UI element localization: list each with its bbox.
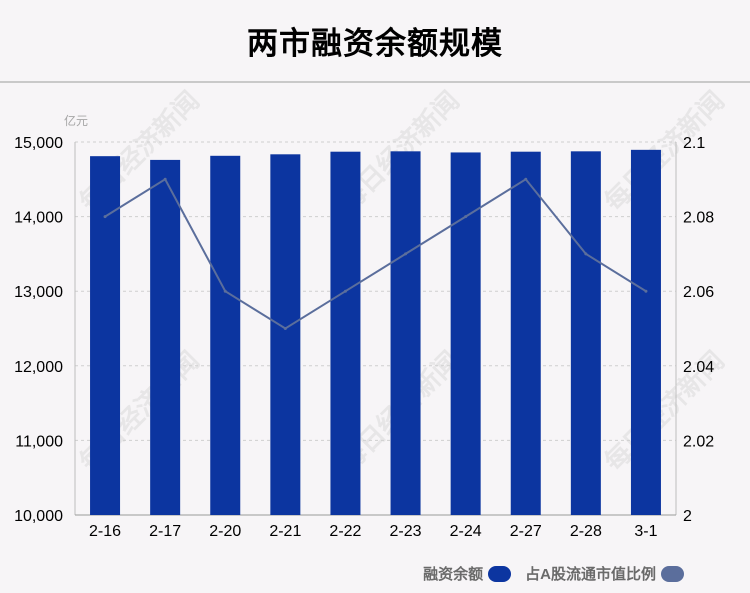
y-tick-label-left: 13,000: [14, 284, 63, 301]
bar: [270, 154, 301, 515]
legend-swatch-ratio: [661, 565, 684, 582]
y-tick-label-right: 2.1: [683, 135, 705, 152]
ratio-point: [163, 177, 167, 181]
y-tick-label-right: 2.06: [683, 284, 714, 301]
ratio-point: [223, 289, 227, 293]
ratio-point: [584, 252, 588, 256]
legend-label-ratio: 占A股流通市值比例: [525, 566, 656, 583]
ratio-point: [524, 177, 528, 181]
x-tick-label: 2-23: [390, 523, 422, 540]
bar: [150, 159, 181, 516]
chart-title: 两市融资余额规模: [247, 26, 503, 61]
x-tick-label: 2-27: [510, 523, 542, 540]
ratio-line: [104, 177, 647, 330]
ratio-point: [283, 327, 287, 330]
ratio-point: [464, 215, 468, 219]
bar: [630, 149, 661, 515]
ratio-point: [103, 215, 107, 219]
ratio-point: [343, 289, 347, 293]
legend: 融资余额 占A股流通市值比例: [423, 563, 684, 584]
y-tick-label-left: 15,000: [14, 135, 63, 152]
y-tick-label-right: 2.04: [683, 359, 714, 376]
x-tick-label: 2-16: [89, 523, 121, 540]
bar: [510, 151, 541, 515]
x-tick-label: 2-21: [269, 523, 301, 540]
x-tick-label: 3-1: [634, 523, 657, 540]
bar: [390, 151, 421, 515]
ratio-point: [404, 252, 408, 256]
bar: [570, 151, 601, 515]
x-tick-label: 2-20: [209, 523, 241, 540]
bar: [210, 155, 241, 515]
bar: [450, 152, 481, 515]
y-tick-label-left: 14,000: [14, 210, 63, 227]
y-tick-label-left: 11,000: [15, 433, 63, 450]
legend-swatch-balance: [488, 565, 512, 582]
title-divider: [0, 81, 750, 83]
legend-label-balance: 融资余额: [423, 566, 484, 583]
y-tick-label-left: 12,000: [14, 359, 63, 376]
x-tick-label: 2-17: [149, 523, 181, 540]
bar: [330, 151, 361, 515]
y-tick-label-left: 10,000: [14, 508, 63, 525]
y-tick-label-right: 2.08: [683, 210, 714, 227]
x-tick-label: 2-24: [450, 523, 482, 540]
y-tick-label-right: 2.02: [683, 433, 714, 450]
x-tick-label: 2-28: [570, 523, 602, 540]
ratio-point: [644, 289, 648, 293]
y-unit-label: 亿元: [64, 113, 88, 128]
y-tick-label-right: 2: [683, 508, 692, 525]
x-tick-label: 2-22: [329, 523, 361, 540]
